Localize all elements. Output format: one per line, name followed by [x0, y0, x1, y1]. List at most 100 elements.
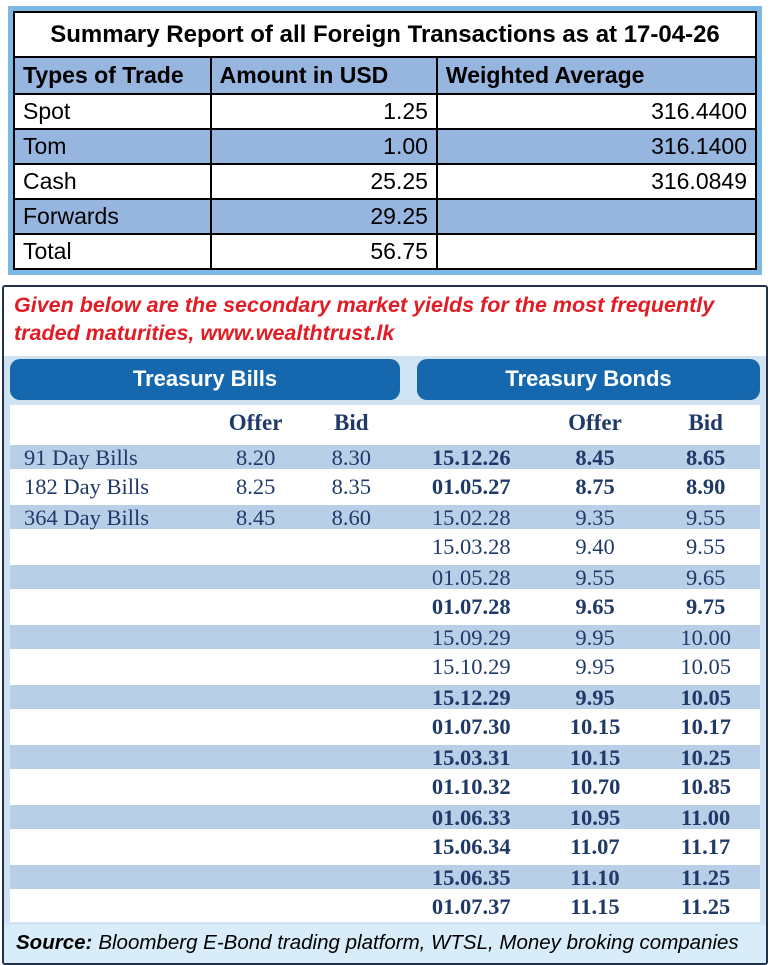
bond-offer-cell: 10.95: [569, 804, 621, 830]
note-line-1: Given below are the secondary market yie…: [14, 293, 715, 317]
bond-bid-cell: 11.25: [680, 893, 731, 919]
yield-row: 15.06.34 11.07 11.17: [10, 832, 760, 862]
bond-maturity-cell: 15.12.26: [431, 444, 511, 470]
yields-header-row: Offer Bid Offer Bid: [10, 405, 760, 442]
bond-bid-cell: 8.65: [685, 444, 726, 470]
bond-bid-cell: 9.55: [685, 504, 726, 530]
bond-maturity-cell: 01.06.33: [431, 804, 511, 830]
yield-row: 15.12.29 9.95 10.05: [10, 681, 760, 712]
summary-table-row: Spot 1.25 316.4400: [13, 93, 758, 130]
amount-cell: 1.00: [209, 128, 438, 165]
bond-offer-cell: 9.95: [575, 653, 615, 679]
weighted-average-cell: 316.0849: [435, 163, 758, 200]
summary-table-row: Tom 1.00 316.1400: [13, 128, 758, 165]
bills-bid-header: Bid: [333, 410, 369, 436]
yield-row: 15.06.35 11.10 11.25: [10, 861, 760, 892]
weighted-average-cell: 316.1400: [435, 128, 758, 165]
bond-bid-cell: 10.05: [680, 653, 731, 679]
bond-maturity-cell: 15.06.34: [431, 833, 511, 859]
yield-row: 01.07.37 11.15 11.25: [10, 892, 760, 922]
bond-maturity-cell: 01.07.30: [431, 713, 511, 739]
bond-offer-cell: 11.07: [570, 833, 620, 859]
yield-row: 01.07.28 9.65 9.75: [10, 592, 760, 622]
bond-bid-cell: 11.00: [680, 804, 731, 830]
column-header-amount-usd: Amount in USD: [209, 56, 438, 95]
source-line: Source: Bloomberg E-Bond trading platform…: [4, 924, 766, 963]
summary-header-row: Types of Trade Amount in USD Weighted Av…: [13, 56, 758, 95]
yield-row: 01.10.32 10.70 10.85: [10, 772, 760, 802]
bill-offer-cell: 8.25: [235, 473, 276, 499]
yield-row: 15.03.28 9.40 9.55: [10, 532, 760, 562]
summary-title: Summary Report of all Foreign Transactio…: [13, 11, 757, 58]
bond-maturity-cell: 01.05.28: [431, 564, 511, 590]
summary-table-row: Total 56.75: [13, 233, 758, 270]
bond-maturity-cell: 15.03.31: [431, 744, 511, 770]
bond-maturity-cell: 15.10.29: [431, 653, 511, 679]
bond-maturity-cell: 01.10.32: [431, 773, 511, 799]
amount-cell: 56.75: [209, 233, 438, 270]
bill-bid-cell: 8.30: [331, 444, 371, 470]
bond-maturity-cell: 15.06.35: [431, 864, 511, 890]
yield-row: 15.10.29 9.95 10.05: [10, 652, 760, 682]
bond-bid-cell: 11.17: [680, 833, 731, 859]
bond-maturity-cell: 01.07.28: [431, 593, 511, 619]
weighted-average-cell: [435, 198, 758, 235]
weighted-average-cell: [435, 233, 758, 270]
bond-maturity-cell: 15.12.29: [431, 684, 511, 710]
bill-offer-cell: 8.20: [235, 444, 276, 470]
bond-offer-cell: 8.45: [575, 444, 615, 470]
bond-bid-cell: 8.90: [685, 473, 726, 499]
bond-bid-cell: 11.25: [680, 864, 731, 890]
bond-offer-cell: 11.15: [570, 893, 620, 919]
bill-maturity-cell: 364 Day Bills: [24, 504, 150, 530]
yield-row: 01.06.33 10.95 11.00: [10, 801, 760, 832]
bill-bid-cell: 8.60: [331, 504, 371, 530]
bond-maturity-cell: 01.05.27: [431, 473, 511, 499]
bill-maturity-cell: 182 Day Bills: [24, 473, 150, 499]
summary-report-table: Summary Report of all Foreign Transactio…: [13, 11, 758, 270]
yield-row: 01.05.28 9.55 9.65: [10, 561, 760, 592]
bond-bid-cell: 9.65: [685, 564, 726, 590]
summary-table-frame: Summary Report of all Foreign Transactio…: [8, 6, 762, 275]
note-line-2: traded maturities, www.wealthtrust.lk: [14, 320, 395, 345]
yield-row: 91 Day Bills 8.20 8.30 15.12.26 8.45 8.6…: [10, 441, 760, 472]
bond-offer-cell: 9.55: [575, 564, 615, 590]
source-label: Source:: [16, 930, 93, 954]
yield-row: 01.07.30 10.15 10.17: [10, 712, 760, 742]
bill-bid-cell: 8.35: [331, 473, 371, 499]
bond-offer-cell: 10.15: [569, 744, 621, 770]
trade-type-cell: Forwards: [13, 198, 212, 235]
bond-maturity-cell: 15.09.29: [431, 624, 511, 650]
bond-bid-cell: 10.85: [680, 773, 731, 799]
yields-table: Offer Bid Offer Bid 91 Day Bills 8.20 8.…: [10, 404, 760, 922]
source-text: Bloomberg E-Bond trading platform, WTSL,…: [98, 930, 739, 954]
yield-row: 182 Day Bills 8.25 8.35 01.05.27 8.75 8.…: [10, 472, 760, 502]
bond-maturity-cell: 15.03.28: [431, 533, 511, 559]
secondary-market-yields-panel: Given below are the secondary market yie…: [2, 285, 768, 965]
secondary-market-note: Given below are the secondary market yie…: [4, 287, 766, 356]
trade-type-cell: Spot: [13, 93, 212, 130]
summary-table-row: Forwards 29.25: [13, 198, 758, 235]
amount-cell: 29.25: [209, 198, 438, 235]
trade-type-cell: Cash: [13, 163, 212, 200]
trade-type-cell: Total: [13, 233, 212, 270]
column-header-types-of-trade: Types of Trade: [13, 56, 212, 95]
yield-row: 15.03.31 10.15 10.25: [10, 741, 760, 772]
bond-maturity-cell: 15.02.28: [431, 504, 511, 530]
bonds-offer-header: Offer: [568, 410, 622, 436]
trade-type-cell: Tom: [13, 128, 212, 165]
summary-title-row: Summary Report of all Foreign Transactio…: [13, 11, 757, 58]
bond-bid-cell: 10.05: [680, 684, 731, 710]
bonds-bid-header: Bid: [688, 410, 723, 436]
bond-offer-cell: 9.35: [575, 504, 615, 530]
bills-offer-header: Offer: [228, 410, 283, 436]
yield-row: 364 Day Bills 8.45 8.60 15.02.28 9.35 9.…: [10, 501, 760, 532]
weighted-average-cell: 316.4400: [435, 93, 758, 130]
bond-offer-cell: 9.65: [575, 593, 615, 619]
bond-offer-cell: 10.15: [569, 713, 621, 739]
bond-offer-cell: 8.75: [575, 473, 615, 499]
bond-bid-cell: 9.75: [685, 593, 726, 619]
amount-cell: 25.25: [209, 163, 438, 200]
section-header-bars: Treasury Bills Treasury Bonds: [4, 356, 766, 403]
yield-row: 15.09.29 9.95 10.00: [10, 621, 760, 652]
